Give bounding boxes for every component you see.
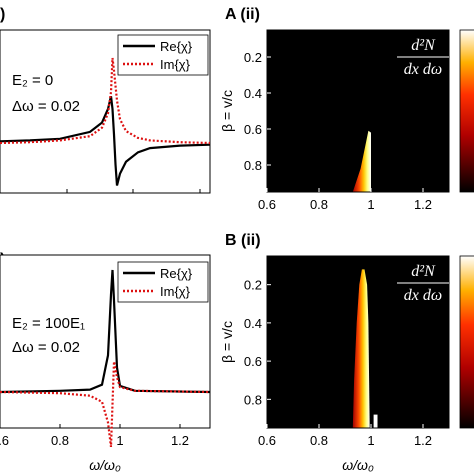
annotation-denominator: dx dω: [404, 61, 442, 78]
panel-a-i-label: ): [0, 6, 5, 23]
x-tick-label: 1: [367, 197, 374, 212]
legend-box: [117, 34, 209, 76]
x-tick-label: 0.6: [0, 433, 9, 448]
x-tick-label: 0.6: [258, 197, 276, 212]
y-tick-label: 0.2: [244, 50, 262, 65]
annotation-denominator: dx dω: [404, 287, 442, 304]
y-tick-label: 0.4: [244, 86, 262, 101]
y-ticks: 0.2 0.4 0.6 0.8: [244, 278, 271, 407]
legend: Re{χ} Im{χ}: [117, 34, 209, 76]
legend-label-re: Re{χ}: [160, 266, 193, 281]
heatmap-bright-region: [352, 130, 371, 192]
series-line-im: [0, 57, 211, 145]
x-ticks: 0.6 0.8 1 1.2: [0, 424, 189, 448]
y-tick-label: 0.8: [244, 158, 262, 173]
heatmap-annotation: d²N dx dω: [397, 37, 449, 78]
annotation-numerator: d²N: [411, 263, 436, 280]
legend-label-im: Im{χ}: [160, 57, 191, 72]
series-lines: [0, 57, 211, 186]
panel-b-i: ) E₂ = 100E₁ Δω = 0.02 Re{χ} Im{χ} 0.60.…: [0, 251, 211, 473]
y-axis-label: β = v/c: [219, 321, 235, 363]
x-tick-label: 0.6: [258, 433, 276, 448]
heatmap-bright-region: [352, 269, 370, 428]
panel-b-ii: B (ii) d²N dx dω 0.2 0.4 0.6 0.8 0.6 0.8 1 1.2…: [219, 232, 474, 473]
y-ticks: 0.2 0.4 0.6 0.8: [244, 50, 271, 173]
x-tick-label: 0.8: [310, 197, 328, 212]
legend-box: [117, 261, 209, 303]
heatmap-background: [267, 30, 449, 192]
annotation-block: E₂ = 0 Δω = 0.02: [12, 72, 80, 115]
y-axis-label: β = v/c: [219, 90, 235, 132]
colorbar: [459, 255, 474, 429]
series-lines: [0, 269, 211, 448]
plot-frame: [266, 29, 450, 193]
annotation-numerator: d²N: [411, 37, 436, 54]
x-ticks: 0.6 0.8 1 1.2: [258, 424, 432, 448]
panel-a-ii: A (ii) d²N dx dω 0.2 0.4 0.6 0.8 0.6 0.8 1 1.2…: [219, 6, 474, 212]
annotation-e2: E₂ = 100E₁: [12, 315, 85, 332]
panel-a-ii-label: A (ii): [225, 6, 260, 23]
x-tick-label: 1.2: [171, 433, 189, 448]
x-ticks: 0.6 0.8 1 1.2: [258, 188, 432, 212]
series-line-re: [0, 269, 211, 394]
heatmap-bright-spot: [373, 414, 378, 428]
legend: Re{χ} Im{χ}: [117, 261, 209, 303]
y-tick-label: 0.4: [244, 316, 262, 331]
annotation-delta-omega: Δω = 0.02: [12, 339, 80, 356]
panel-a-i: ) E₂ = 0 Δω = 0.02 Re{χ} Im{χ}: [0, 6, 211, 194]
heatmap-annotation: d²N dx dω: [397, 263, 449, 304]
colorbar: [459, 29, 474, 193]
y-tick-label: 0.6: [244, 122, 262, 137]
x-tick-label: 1.2: [414, 433, 432, 448]
y-tick-label: 0.8: [244, 392, 262, 407]
annotation-block: E₂ = 100E₁ Δω = 0.02: [12, 315, 85, 356]
panel-b-ii-label: B (ii): [225, 232, 261, 249]
annotation-delta-omega: Δω = 0.02: [12, 98, 80, 115]
y-tick-label: 0.2: [244, 278, 262, 293]
x-tick-label: 1: [116, 433, 123, 448]
series-line-re: [0, 96, 211, 186]
x-tick-label: 1: [367, 433, 374, 448]
x-tick-label: 0.8: [310, 433, 328, 448]
y-tick-label: 0.6: [244, 354, 262, 369]
plot-frame: [266, 255, 450, 429]
legend-label-re: Re{χ}: [160, 39, 193, 54]
legend-label-im: Im{χ}: [160, 284, 191, 299]
x-tick-label: 0.8: [51, 433, 69, 448]
x-axis-label: ω/ω₀: [342, 457, 374, 473]
x-axis-label: ω/ω₀: [89, 457, 121, 473]
x-tick-label: 1.2: [414, 197, 432, 212]
series-line-im: [0, 361, 211, 448]
annotation-e2: E₂ = 0: [12, 72, 53, 89]
